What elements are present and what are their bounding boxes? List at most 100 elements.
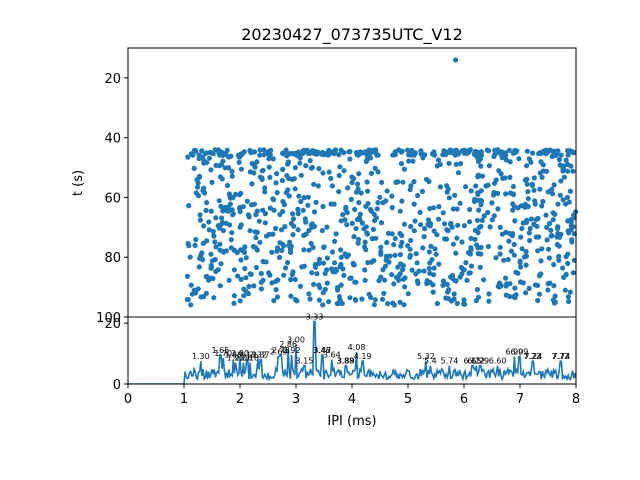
scatter-point [475, 245, 481, 251]
scatter-point [434, 163, 440, 169]
scatter-point [338, 247, 344, 253]
scatter-point [475, 172, 481, 178]
scatter-point [230, 211, 236, 217]
scatter-point [312, 264, 319, 270]
scatter-point [292, 276, 298, 283]
scatter-point [564, 194, 571, 200]
scatter-point [526, 285, 532, 291]
scatter-point [242, 265, 248, 272]
scatter-point [319, 228, 325, 234]
scatter-point [527, 225, 533, 232]
scatter-point [431, 228, 437, 234]
scatter-point [561, 174, 568, 180]
scatter-point [295, 227, 301, 233]
scatter-point [530, 150, 536, 156]
scatter-point [332, 238, 338, 244]
scatter-point [398, 161, 404, 167]
scatter-point [407, 187, 413, 193]
scatter-point [198, 294, 204, 300]
scatter-point [557, 192, 563, 198]
scatter-point [376, 278, 382, 284]
scatter-point [247, 271, 253, 277]
peak-label: 4.19 [354, 352, 372, 361]
scatter-point [301, 232, 307, 238]
scatter-point [355, 240, 361, 246]
scatter-point [227, 195, 234, 201]
scatter-point [226, 277, 232, 283]
scatter-point [477, 156, 484, 162]
scatter-point [476, 207, 482, 213]
scatter-point [394, 274, 400, 281]
scatter-point [397, 261, 404, 267]
scatter-point [303, 163, 309, 169]
scatter-point [544, 237, 550, 243]
scatter-point [551, 283, 557, 289]
scatter-point [440, 278, 447, 284]
scatter-point [372, 165, 378, 171]
scatter-point [208, 275, 214, 281]
scatter-point [560, 197, 566, 203]
scatter-point [397, 208, 403, 214]
scatter-point [241, 249, 248, 255]
scatter-point [338, 254, 344, 260]
scatter-point [544, 147, 550, 153]
peak-label: 7.24 [524, 352, 542, 361]
scatter-point [450, 241, 456, 247]
scatter-point [427, 223, 433, 229]
scatter-point [358, 190, 364, 196]
scatter-point [567, 188, 574, 194]
scatter-y-tick-label: 60 [104, 191, 121, 206]
scatter-point [257, 147, 263, 153]
peak-label: 1.92 [227, 354, 245, 363]
scatter-point [368, 259, 375, 265]
scatter-point [489, 217, 495, 223]
scatter-point [392, 252, 398, 258]
scatter-point [523, 290, 529, 296]
scatter-point [408, 183, 414, 189]
scatter-point [375, 200, 381, 206]
scatter-point [485, 209, 491, 216]
scatter-point [408, 223, 414, 230]
scatter-point [289, 211, 296, 217]
scatter-point [201, 160, 207, 166]
scatter-point [440, 152, 446, 158]
scatter-point [344, 222, 350, 228]
scatter-point [570, 149, 576, 156]
scatter-point [515, 270, 521, 276]
scatter-point [356, 171, 362, 177]
scatter-point [454, 235, 460, 241]
scatter-point [358, 150, 364, 156]
scatter-point [481, 213, 487, 219]
scatter-point [443, 236, 450, 242]
scatter-point [391, 242, 397, 248]
scatter-point [365, 259, 371, 266]
scatter-point [280, 151, 286, 157]
scatter-point [427, 206, 433, 212]
scatter-point [505, 256, 511, 263]
scatter-point [537, 186, 543, 192]
scatter-y-axis: 20 40 60 80 100 [96, 72, 128, 326]
scatter-point [467, 219, 473, 225]
scatter-point [206, 227, 212, 233]
scatter-point [282, 224, 288, 230]
scatter-point [192, 290, 199, 296]
scatter-point [448, 220, 454, 226]
scatter-point [533, 217, 539, 223]
scatter-point [300, 151, 306, 157]
scatter-point [511, 241, 517, 248]
scatter-point [524, 181, 530, 187]
scatter-point [479, 173, 485, 179]
scatter-point [517, 260, 523, 266]
scatter-point [389, 272, 395, 278]
scatter-point [478, 163, 484, 169]
scatter-point [463, 184, 469, 190]
scatter-point [515, 205, 521, 211]
scatter-point [267, 272, 273, 278]
scatter-point [340, 212, 346, 218]
scatter-point [375, 169, 381, 175]
scatter-point [231, 300, 237, 306]
scatter-point [450, 206, 456, 212]
scatter-point [331, 151, 337, 157]
scatter-point [370, 226, 376, 232]
